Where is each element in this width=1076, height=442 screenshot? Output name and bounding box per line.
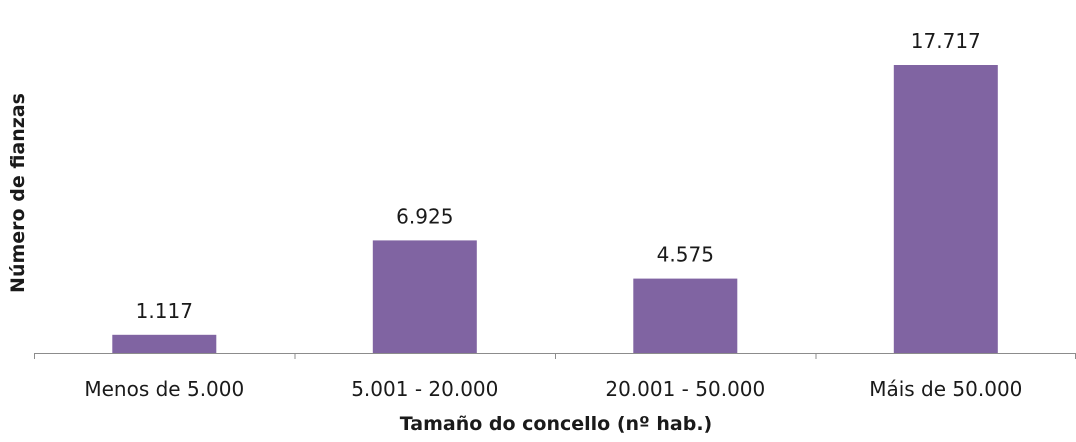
y-axis-title: Número de fianzas xyxy=(7,93,29,293)
x-tick-label-2: 5.001 - 20.000 xyxy=(351,377,498,401)
x-axis-title: Tamaño do concello (nº hab.) xyxy=(400,413,713,435)
x-axis xyxy=(34,353,1076,359)
bar-1 xyxy=(112,334,217,353)
bar-4 xyxy=(893,65,998,353)
value-labels-group: 1.117 6.925 4.575 17.717 xyxy=(136,29,981,323)
data-label-2: 6.925 xyxy=(396,204,453,228)
x-tick-label-3: 20.001 - 50.000 xyxy=(605,377,765,401)
data-label-1: 1.117 xyxy=(136,299,193,323)
data-label-3: 4.575 xyxy=(657,243,714,267)
x-tick-label-1: Menos de 5.000 xyxy=(84,377,244,401)
data-label-4: 17.717 xyxy=(911,29,981,53)
x-tick-label-4: Máis de 50.000 xyxy=(869,377,1022,401)
bars-group xyxy=(112,65,998,353)
bar-3 xyxy=(633,278,738,353)
bar-2 xyxy=(372,240,477,353)
x-tick-labels-group: Menos de 5.000 5.001 - 20.000 20.001 - 50.… xyxy=(84,377,1022,401)
